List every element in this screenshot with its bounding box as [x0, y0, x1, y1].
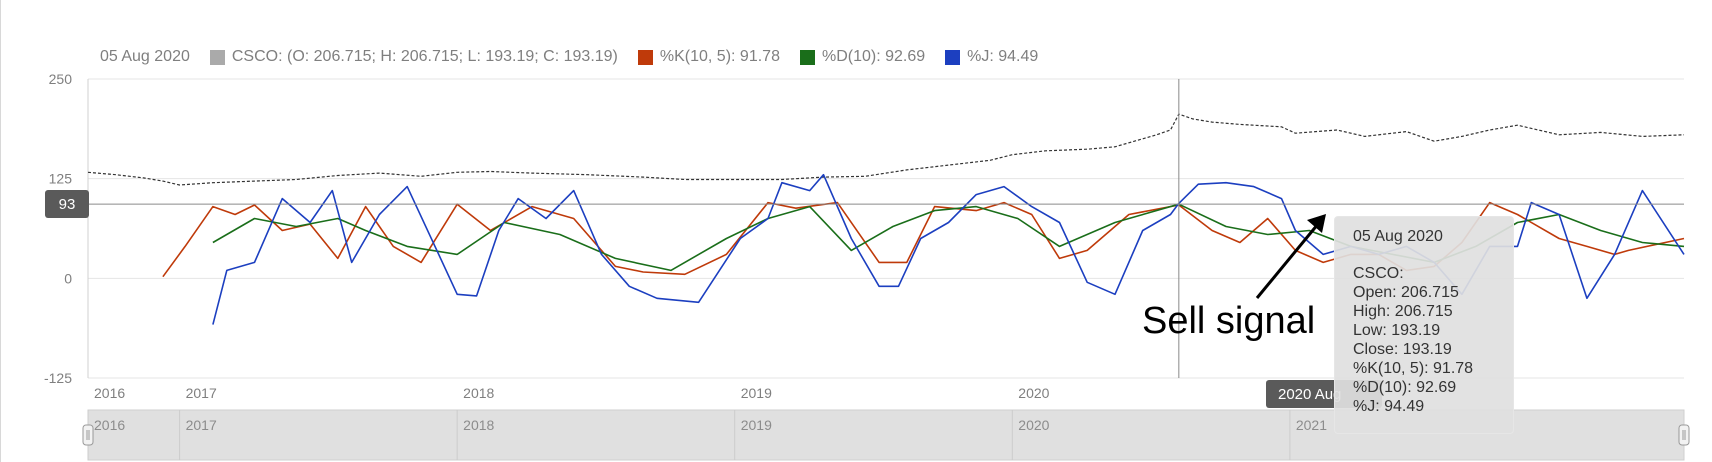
tooltip-k: %K(10, 5): 91.78	[1353, 360, 1474, 377]
tooltip-open: Open: 206.715	[1353, 284, 1459, 301]
series-line-price	[87, 113, 1685, 186]
legend-label-k: %K(10, 5): 91.78	[659, 48, 780, 65]
x-tick-label: 2016	[94, 385, 125, 401]
data-tooltip: 05 Aug 2020 CSCO: Open: 206.715 High: 20…	[1334, 216, 1514, 434]
legend-item-j[interactable]: %J: 94.49	[945, 48, 1038, 66]
navigator-tick-label: 2020	[1018, 417, 1049, 433]
y-axis-ticks: -125 0 125 250	[44, 71, 72, 386]
crosshair-y-label: 93	[45, 190, 89, 218]
sell-signal-annotation: Sell signal	[1142, 300, 1316, 342]
crosshair	[88, 79, 1684, 378]
legend-swatch-k	[637, 49, 653, 65]
x-tick-label: 2019	[741, 385, 772, 401]
tooltip-ticker: CSCO:	[1353, 265, 1404, 282]
legend-date: 05 Aug 2020	[100, 48, 190, 65]
legend-swatch-d	[799, 49, 815, 65]
navigator-right-handle[interactable]	[1678, 424, 1690, 446]
tooltip-d: %D(10): 92.69	[1353, 379, 1457, 396]
navigator-tick-label: 2017	[186, 417, 217, 433]
legend-swatch-ohlc	[209, 49, 225, 65]
tooltip-close: Close: 193.19	[1353, 341, 1452, 358]
y-tick-label: 0	[64, 270, 72, 286]
navigator-tick-label: 2021	[1296, 417, 1327, 433]
legend-label-ohlc: CSCO: (O: 206.715; H: 206.715; L: 193.19…	[231, 48, 618, 65]
frame-border	[0, 0, 1, 462]
navigator-tick-label: 2016	[94, 417, 125, 433]
x-axis-ticks: 2016 2017 2018 2019 2020	[94, 385, 1050, 401]
y-tick-label: -125	[44, 370, 72, 386]
legend-item-d[interactable]: %D(10): 92.69	[799, 48, 926, 66]
navigator-tick-label: 2018	[463, 417, 494, 433]
legend: 05 Aug 2020 CSCO: (O: 206.715; H: 206.71…	[100, 46, 1058, 68]
legend-item-k[interactable]: %K(10, 5): 91.78	[637, 48, 780, 66]
x-tick-label: 2017	[186, 385, 217, 401]
legend-swatch-j	[945, 49, 961, 65]
tooltip-low: Low: 193.19	[1353, 322, 1441, 339]
tooltip-j: %J: 94.49	[1353, 398, 1425, 415]
y-tick-label: 125	[49, 171, 73, 187]
legend-item-ohlc[interactable]: CSCO: (O: 206.715; H: 206.715; L: 193.19…	[209, 48, 618, 66]
legend-label-j: %J: 94.49	[967, 48, 1039, 65]
x-tick-label: 2020	[1018, 385, 1049, 401]
legend-label-d: %D(10): 92.69	[821, 48, 926, 65]
tooltip-date: 05 Aug 2020	[1353, 228, 1443, 245]
navigator-left-handle[interactable]	[82, 424, 94, 446]
navigator-tick-label: 2019	[741, 417, 772, 433]
tooltip-high: High: 206.715	[1353, 303, 1453, 320]
y-tick-label: 250	[49, 71, 73, 87]
x-tick-label: 2018	[463, 385, 494, 401]
sell-signal-arrow	[1255, 214, 1326, 299]
